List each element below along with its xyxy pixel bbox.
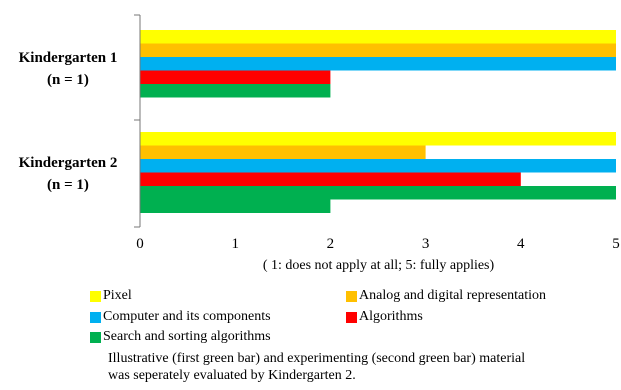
legend-label-search-sorting: Search and sorting algorithms bbox=[103, 329, 271, 344]
bar-group-1-algorithms-4 bbox=[140, 70, 331, 84]
footnote-line-2: was seperately evaluated by Kindergarten… bbox=[108, 368, 356, 383]
footnote: Illustrative (first green bar) and exper… bbox=[108, 350, 618, 384]
legend-label-algorithms: Algorithms bbox=[359, 309, 423, 324]
bar-group-1-computer-and-its-components-3 bbox=[140, 57, 616, 71]
legend-swatch-analog-digital bbox=[346, 290, 357, 302]
x-tick-label-5: 5 bbox=[612, 236, 620, 252]
x-axis-caption: ( 1: does not apply at all; 5: fully app… bbox=[262, 258, 495, 273]
x-tick-label-2: 2 bbox=[327, 236, 335, 252]
legend-item-algorithms: Algorithms bbox=[346, 309, 423, 325]
group-label-kindergarten-1: Kindergarten 1 (n = 1) bbox=[4, 47, 132, 91]
bar-group-2-analog-and-digital-representation-2 bbox=[140, 145, 426, 159]
legend-label-computer-components: Computer and its components bbox=[103, 309, 271, 324]
group-label-kindergarten-2-name: Kindergarten 2 bbox=[18, 155, 118, 171]
legend-item-search-sorting: Search and sorting algorithms bbox=[90, 329, 271, 345]
bar-group-2-computer-and-its-components-3 bbox=[140, 159, 616, 173]
bar-group-1-search-and-sorting-algorithms-5 bbox=[140, 84, 331, 98]
group-label-kindergarten-1-name: Kindergarten 1 bbox=[18, 50, 118, 66]
bar-chart: 0 1 2 3 4 5 bbox=[134, 14, 620, 252]
legend-label-pixel: Pixel bbox=[103, 288, 132, 303]
legend-swatch-computer-components bbox=[90, 311, 101, 323]
x-tick-label-0: 0 bbox=[136, 236, 144, 252]
legend-item-computer-components: Computer and its components bbox=[90, 309, 271, 325]
legend-label-analog-digital: Analog and digital representation bbox=[359, 288, 546, 303]
x-tick-label-4: 4 bbox=[517, 236, 525, 252]
group-label-kindergarten-2: Kindergarten 2 (n = 1) bbox=[4, 152, 132, 196]
bar-group-2-search-and-sorting-algorithms-6 bbox=[140, 199, 331, 213]
group-label-kindergarten-2-n: (n = 1) bbox=[47, 177, 89, 193]
legend-swatch-pixel bbox=[90, 290, 101, 302]
x-tick-label-3: 3 bbox=[422, 236, 430, 252]
bar-group-2-pixel-1 bbox=[140, 132, 616, 146]
legend-swatch-algorithms bbox=[346, 311, 357, 323]
bar-group-1-pixel-1 bbox=[140, 30, 616, 44]
group-label-kindergarten-1-n: (n = 1) bbox=[47, 72, 89, 88]
x-tick-label-1: 1 bbox=[231, 236, 239, 252]
legend-swatch-search-sorting bbox=[90, 331, 101, 343]
bar-group-1-analog-and-digital-representation-2 bbox=[140, 43, 616, 57]
legend-item-analog-digital: Analog and digital representation bbox=[346, 288, 546, 304]
bar-group-2-algorithms-4 bbox=[140, 172, 521, 186]
footnote-line-1: Illustrative (first green bar) and exper… bbox=[108, 351, 526, 366]
bar-group-2-search-and-sorting-algorithms-5 bbox=[140, 186, 616, 200]
legend-item-pixel: Pixel bbox=[90, 288, 132, 304]
